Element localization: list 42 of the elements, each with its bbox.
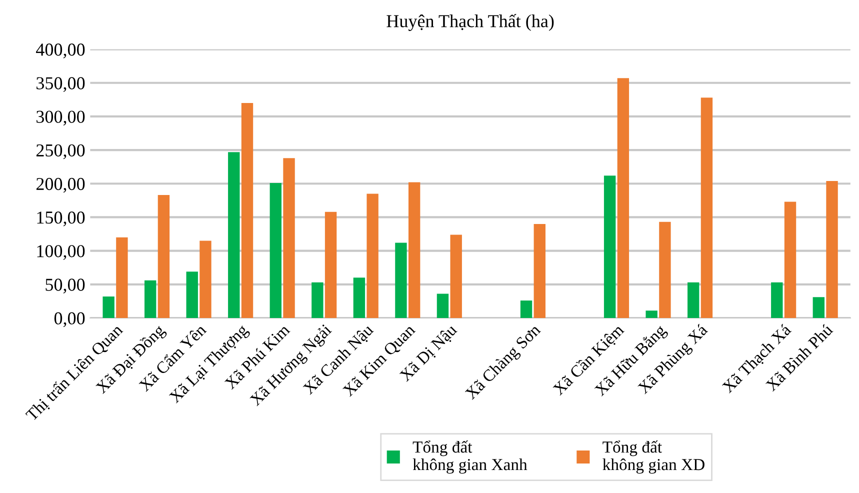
y-tick-label: 350,00 (36, 77, 85, 92)
bar (186, 272, 198, 318)
bar (200, 240, 212, 318)
bar (312, 282, 324, 318)
bar (617, 78, 630, 318)
bar (283, 158, 295, 318)
bar (436, 294, 449, 318)
bar (158, 195, 170, 318)
bar (812, 297, 825, 318)
y-tick-label: 200,00 (36, 178, 85, 193)
bar (408, 182, 420, 318)
bar (116, 237, 128, 318)
bar (228, 152, 240, 318)
bar (771, 282, 783, 318)
bar (353, 278, 366, 318)
legend-label: Tổng đất không gian XD (602, 440, 704, 474)
bar (324, 212, 337, 318)
legend-label: Tổng đất không gian Xanh (412, 440, 528, 474)
bar (102, 296, 114, 318)
bar (659, 222, 671, 318)
bar (395, 242, 407, 318)
bar (450, 234, 462, 318)
y-tick-label: 50,00 (46, 278, 85, 294)
chart-title: Huyện Thạch Thất (ha) (386, 14, 554, 31)
bar (270, 182, 282, 318)
bar (534, 224, 546, 318)
y-tick-label: 400,00 (36, 44, 85, 58)
bar (700, 98, 713, 318)
bar (144, 280, 156, 318)
bar (826, 180, 838, 318)
bar (646, 310, 658, 318)
bar (520, 300, 532, 318)
bar (784, 202, 796, 318)
y-tick-label: 250,00 (36, 144, 85, 160)
bar (688, 282, 700, 318)
bar (604, 176, 616, 318)
bar (241, 103, 254, 318)
bar (366, 194, 378, 318)
y-tick-label: 100,00 (37, 245, 85, 260)
y-tick-label: 300,00 (36, 110, 85, 126)
y-tick-label: 150,00 (37, 211, 85, 226)
y-tick-label: 0,00 (54, 312, 85, 328)
